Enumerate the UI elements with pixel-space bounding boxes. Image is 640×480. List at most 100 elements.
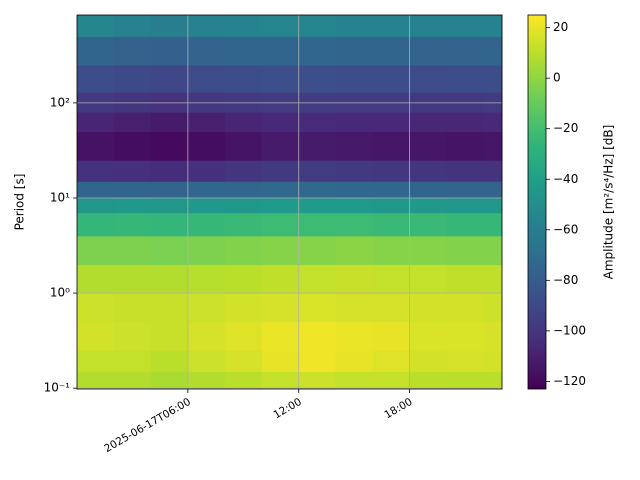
heatmap-cell [113,264,152,294]
y-tick-label: 10² [50,95,70,109]
heatmap-cell [446,371,485,390]
colorbar-tick-label: −120 [553,374,586,388]
heatmap-cell [335,36,374,66]
heatmap-cell [261,36,300,66]
heatmap-cell [224,293,263,323]
heatmap-cell [150,36,189,66]
heatmap-cell [298,112,337,133]
heatmap-cell [483,350,503,372]
colorbar-tick-label: −100 [553,323,586,337]
heatmap-cell [409,264,448,294]
heatmap-cell [446,321,485,351]
heatmap-cell [409,350,448,372]
heatmap-cell [483,15,503,37]
heatmap-cell [446,36,485,66]
heatmap-cell [77,131,115,161]
heatmap-cell [483,321,503,351]
heatmap-cell [372,321,411,351]
x-tick-label: 18:00 [382,396,414,422]
heatmap-cell [261,321,300,351]
heatmap-cell [187,131,226,161]
heatmap-cell [187,197,226,214]
heatmap-cell [261,15,300,37]
heatmap-cell [224,321,263,351]
heatmap-cell [298,293,337,323]
heatmap-cell [113,321,152,351]
heatmap-cell [150,264,189,294]
colorbar-tick-label: −20 [553,121,578,135]
heatmap-cell [372,65,411,93]
heatmap-cell [150,15,189,37]
heatmap-cell [409,212,448,237]
heatmap-cell [187,235,226,265]
heatmap-cell [372,181,411,199]
heatmap-cell [335,112,374,133]
heatmap-cell [446,212,485,237]
heatmap-cell [187,160,226,182]
heatmap-cell [372,160,411,182]
heatmap-cell [335,264,374,294]
heatmap-cell [261,293,300,323]
heatmap-cell [187,350,226,372]
heatmap-cell [298,371,337,390]
heatmap-cell [298,350,337,372]
heatmap-cell [483,212,503,237]
heatmap-cell [483,65,503,93]
heatmap-cell [335,197,374,214]
heatmap-cell [77,36,115,66]
colorbar-tick-label: −40 [553,172,578,186]
heatmap-cell [187,321,226,351]
heatmap-cell [77,293,115,323]
heatmap-cell [77,112,115,133]
heatmap-cell [187,15,226,37]
heatmap-cell [298,235,337,265]
heatmap-cell [483,264,503,294]
heatmap-cell [483,197,503,214]
heatmap-cell [224,15,263,37]
y-tick-label: 10¹ [50,190,70,204]
heatmap-cell [446,15,485,37]
heatmap-cell [335,92,374,113]
heatmap-cell [446,131,485,161]
heatmap-cell [77,197,115,214]
heatmap-cell [483,293,503,323]
heatmap-cell [150,112,189,133]
heatmap-cell [446,350,485,372]
heatmap-cell [372,293,411,323]
heatmap-cell [150,181,189,199]
heatmap-cell [187,371,226,390]
heatmap-cell [298,264,337,294]
heatmap-cell [298,212,337,237]
heatmap-cell [261,131,300,161]
heatmap-cell [372,15,411,37]
heatmap-cell [187,112,226,133]
heatmap-cell [77,321,115,351]
colorbar-tick-label: −60 [553,222,578,236]
heatmap-cell [335,212,374,237]
heatmap-cell [150,160,189,182]
heatmap-cell [409,92,448,113]
heatmap-cell [113,197,152,214]
colorbar-tick-label: 20 [553,20,568,34]
heatmap-cell [335,65,374,93]
heatmap-cell [224,36,263,66]
heatmap-cell [483,371,503,390]
heatmap-cell [150,235,189,265]
heatmap-cell [335,160,374,182]
heatmap-cell [113,160,152,182]
heatmap-cell [409,181,448,199]
heatmap-cell [261,92,300,113]
heatmap-cell [298,65,337,93]
heatmap-cell [113,181,152,199]
heatmap-cell [150,371,189,390]
heatmap-cell [409,36,448,66]
heatmap-cell [113,36,152,66]
heatmap-cell [77,212,115,237]
heatmap-cell [409,371,448,390]
heatmap-cell [187,264,226,294]
heatmap-cell [335,321,374,351]
heatmap-cell [298,160,337,182]
heatmap-cell [150,65,189,93]
heatmap-cell [372,371,411,390]
